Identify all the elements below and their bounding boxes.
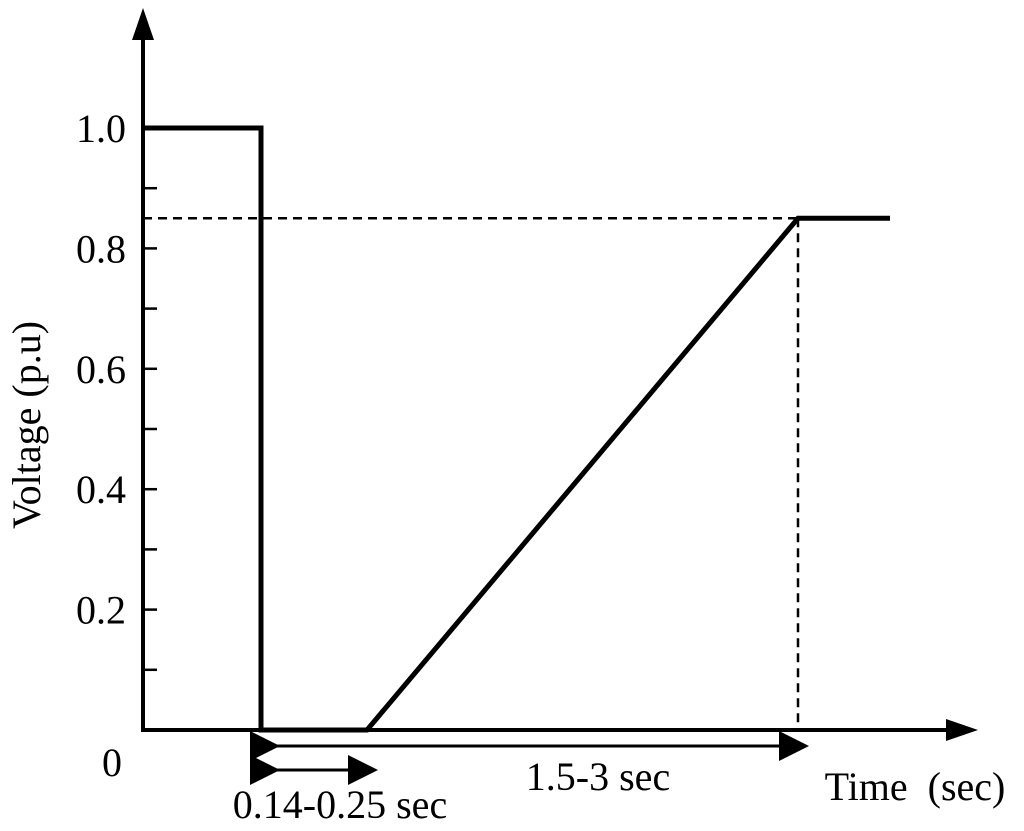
y-ticks [143,126,157,672]
y-tick-labels: 0.2 0.4 0.6 0.8 1.0 [76,106,126,633]
annotation-label-1-5-3-sec: 1.5-3 sec [526,754,670,799]
y-tick-label: 0.2 [76,588,126,633]
annotation-label-0-14-0-25-sec: 0.14-0.25 sec [233,782,447,827]
x-axis-arrow-icon [946,719,978,741]
series-line-voltage [143,125,890,733]
y-axis-arrow-icon [132,8,154,40]
y-tick-label: 1.0 [76,106,126,151]
y-tick-label: 0.6 [76,347,126,392]
y-tick-label: 0.8 [76,226,126,271]
y-axis [132,8,154,732]
origin-label: 0 [102,740,122,785]
y-tick-label: 0.4 [76,467,126,512]
y-axis-label: Voltage (p.u) [4,321,49,529]
x-axis-label: Time (sec) [825,764,1006,809]
